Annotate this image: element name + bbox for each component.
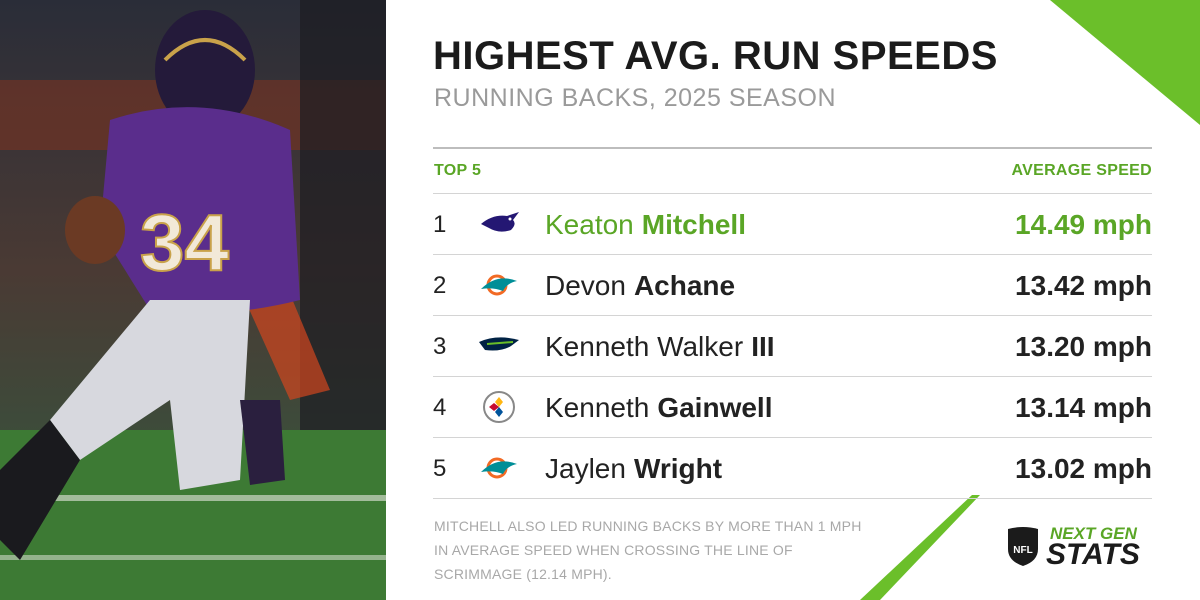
rank: 2 <box>433 272 447 299</box>
player-name: Keaton Mitchell <box>545 194 746 255</box>
brand-line: NEXT GEN <box>1050 524 1137 543</box>
divider <box>433 193 1152 194</box>
accent-top <box>1050 0 1200 125</box>
first-name: Devon <box>545 270 626 301</box>
last-name: III <box>751 331 775 362</box>
speed: 13.42 mph <box>1015 270 1152 301</box>
table-row: 4 Kenneth Gainwell 13.14 mph <box>433 377 1152 438</box>
nfl-text: NFL <box>1013 545 1032 556</box>
team-logo <box>479 337 519 351</box>
subtitle: RUNNING BACKS, 2025 SEASON <box>434 84 837 112</box>
speed: 14.49 mph <box>1015 209 1152 240</box>
player-name: Kenneth Walker III <box>545 316 775 377</box>
first-name: Kenneth Walker <box>545 331 744 362</box>
team-logo <box>481 457 517 479</box>
divider <box>433 376 1152 377</box>
divider <box>433 437 1152 438</box>
rank: 3 <box>433 333 447 360</box>
rank: 1 <box>433 211 447 238</box>
table-row: 1 Keaton Mitchell 14.49 mph <box>433 194 1152 255</box>
rank: 4 <box>433 394 447 421</box>
player-name: Kenneth Gainwell <box>545 377 772 438</box>
column-header: AVERAGE SPEED <box>1011 162 1152 179</box>
divider <box>433 498 1152 499</box>
team-logo <box>481 274 517 296</box>
first-name: Jaylen <box>545 453 626 484</box>
speed: 13.02 mph <box>1015 453 1152 484</box>
first-name: Kenneth <box>545 392 650 423</box>
table-row: 2 Devon Achane 13.42 mph <box>433 255 1152 316</box>
brand-line: STATS <box>1046 538 1140 571</box>
rank: 5 <box>433 455 447 482</box>
last-name: Mitchell <box>641 209 746 240</box>
title: HIGHEST AVG. RUN SPEEDS <box>433 34 998 78</box>
divider <box>433 315 1152 316</box>
table-row: 3 Kenneth Walker III 13.20 mph <box>433 316 1152 377</box>
divider <box>433 254 1152 255</box>
player-photo: 34 <box>0 0 386 600</box>
last-name: Achane <box>633 270 736 301</box>
speed: 13.14 mph <box>1015 392 1152 423</box>
last-name: Wright <box>633 453 723 484</box>
team-logo <box>483 391 515 423</box>
player-name: Devon Achane <box>545 255 735 316</box>
column-header: TOP 5 <box>434 162 482 179</box>
divider <box>433 147 1152 149</box>
footnote: MITCHELL ALSO LED RUNNING BACKS BY MORE … <box>434 518 862 582</box>
team-logo <box>481 212 519 232</box>
svg-text:34: 34 <box>140 198 229 287</box>
first-name: Keaton <box>545 209 634 240</box>
accent-bottom <box>860 495 980 600</box>
speed: 13.20 mph <box>1015 331 1152 362</box>
last-name: Gainwell <box>657 392 773 423</box>
player-name: Jaylen Wright <box>545 438 722 499</box>
nfl-shield: NFL <box>1008 527 1038 566</box>
table-row: 5 Jaylen Wright 13.02 mph <box>433 438 1152 499</box>
